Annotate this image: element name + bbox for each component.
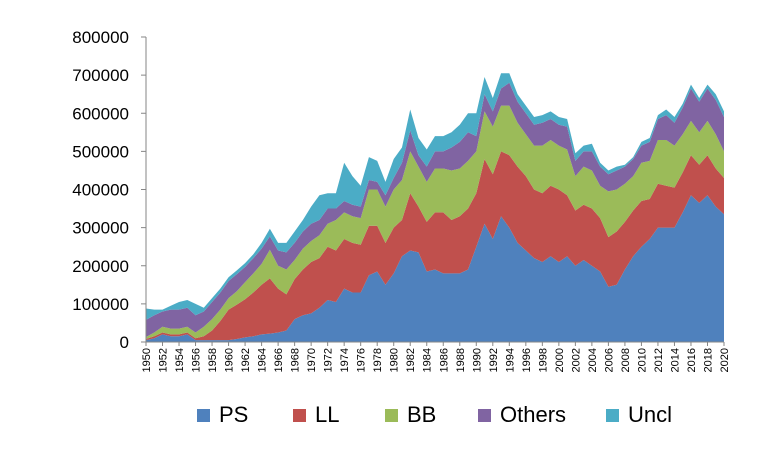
x-tick-label: 1954: [174, 348, 186, 372]
y-tick-label: 400000: [72, 181, 129, 200]
x-tick-label: 1996: [521, 348, 533, 372]
x-tick-label: 1962: [240, 348, 252, 372]
x-tick-label: 1992: [488, 348, 500, 372]
x-tick-label: 1998: [537, 348, 549, 372]
x-tick-label: 2014: [669, 348, 681, 372]
legend-label-uncl: Uncl: [628, 402, 672, 427]
x-tick-label: 2020: [719, 348, 731, 372]
x-tick-label: 1980: [389, 348, 401, 372]
y-tick-label: 600000: [72, 104, 129, 123]
x-tick-label: 1960: [224, 348, 236, 372]
x-tick-label: 2012: [653, 348, 665, 372]
y-tick-label: 300000: [72, 219, 129, 238]
legend-label-bb: BB: [407, 402, 436, 427]
x-tick-label: 1958: [207, 348, 219, 372]
x-tick-label: 1978: [372, 348, 384, 372]
x-tick-label: 1994: [504, 348, 516, 372]
area-series-others: [146, 82, 724, 338]
y-tick-label: 500000: [72, 142, 129, 161]
x-tick-label: 1952: [158, 348, 170, 372]
y-tick-label: 700000: [72, 66, 129, 85]
legend-swatch-bb: [385, 409, 398, 422]
x-tick-label: 1950: [141, 348, 153, 372]
x-tick-label: 1956: [191, 348, 203, 372]
legend: PS LL BB Others Uncl: [197, 402, 672, 427]
y-tick-label: 800000: [72, 28, 129, 47]
x-tick-label: 1986: [438, 348, 450, 372]
x-tick-label: 2004: [587, 348, 599, 372]
x-tick-label: 2010: [636, 348, 648, 372]
legend-label-ps: PS: [219, 402, 248, 427]
x-tick-label: 1974: [339, 348, 351, 372]
x-tick-label: 2000: [554, 348, 566, 372]
x-tick-label: 1984: [422, 348, 434, 372]
x-tick-label: 1990: [471, 348, 483, 372]
area-series-group: [146, 73, 724, 342]
x-tick-label: 1972: [323, 348, 335, 372]
x-tick-label: 2006: [603, 348, 615, 372]
legend-swatch-ps: [197, 409, 210, 422]
area-series-ll: [146, 151, 724, 341]
y-tick-labels: 0 100000 200000 300000 400000 500000 600000 700…: [72, 28, 146, 352]
legend-label-ll: LL: [315, 402, 339, 427]
x-tick-label: 2018: [702, 348, 714, 372]
x-tick-label: 1964: [257, 348, 269, 372]
x-tick-label: 1976: [356, 348, 368, 372]
x-tick-label: 2002: [570, 348, 582, 372]
legend-swatch-uncl: [606, 409, 619, 422]
x-tick-label: 1966: [273, 348, 285, 372]
x-tick-label: 1968: [290, 348, 302, 372]
x-tick-label: 2016: [686, 348, 698, 372]
legend-swatch-ll: [293, 409, 306, 422]
x-tick-label: 1988: [455, 348, 467, 372]
legend-swatch-others: [478, 409, 491, 422]
legend-label-others: Others: [500, 402, 566, 427]
x-tick-label: 1970: [306, 348, 318, 372]
y-tick-label: 0: [120, 333, 129, 352]
x-tick-labels: 1950 1952 1954 1956 1958 1960 1962 1964 1966 1968…: [141, 342, 731, 372]
area-series-bb: [146, 105, 724, 339]
x-tick-label: 1982: [405, 348, 417, 372]
y-tick-label: 200000: [72, 257, 129, 276]
y-tick-label: 100000: [72, 295, 129, 314]
area-series-ps: [146, 195, 724, 342]
x-tick-label: 2008: [620, 348, 632, 372]
